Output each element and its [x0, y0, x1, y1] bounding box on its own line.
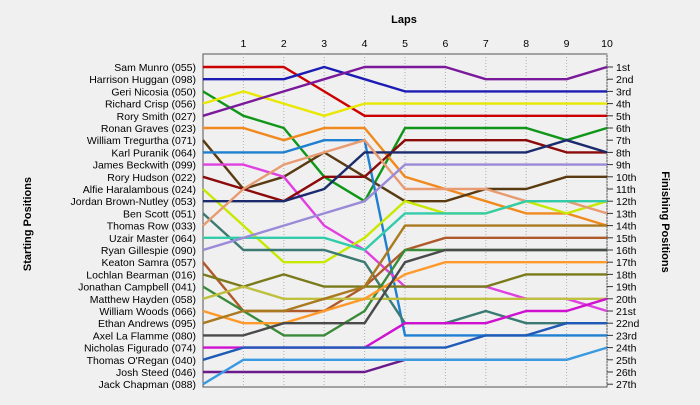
- x-tick-label-1: 1: [240, 38, 246, 50]
- starting-label-13: Ben Scott (051): [123, 208, 196, 220]
- finishing-label-13: 13th: [616, 208, 637, 220]
- finishing-label-14: 14th: [616, 221, 637, 233]
- starting-label-12: Jordan Brown-Nutley (053): [71, 196, 196, 208]
- finishing-label-12: 12th: [616, 196, 637, 208]
- x-tick-label-10: 10: [601, 38, 613, 50]
- finishing-label-16: 16th: [616, 245, 637, 257]
- x-tick-label-7: 7: [483, 38, 489, 50]
- x-tick-label-2: 2: [281, 38, 287, 50]
- starting-label-4: Richard Crisp (056): [105, 99, 196, 111]
- series-lines: [202, 65, 608, 386]
- starting-label-3: Geri Nicosia (050): [111, 86, 196, 98]
- finishing-label-9: 9th: [616, 160, 631, 172]
- starting-label-2: Harrison Huggan (098): [89, 74, 196, 86]
- finishing-label-8: 8th: [616, 147, 631, 159]
- series-line-12: [203, 138, 608, 203]
- x-tick-label-6: 6: [442, 38, 448, 50]
- series-line-5: [202, 65, 608, 117]
- series-line-18: [202, 273, 607, 288]
- series-line-6: [203, 126, 608, 227]
- starting-label-20: Matthew Hayden (058): [90, 294, 196, 306]
- y-axis-label-left: Starting Positions: [22, 177, 34, 271]
- series-line-1: [203, 65, 607, 118]
- series-line-21: [202, 261, 607, 325]
- finishing-label-3: 3rd: [616, 86, 631, 98]
- y-axis-label-right: Finishing Positions: [659, 171, 671, 272]
- starting-label-11: Alfie Haralambous (024): [83, 184, 196, 196]
- finishing-label-17: 17th: [616, 257, 637, 269]
- finishing-label-26: 26th: [616, 367, 637, 379]
- finishing-label-24: 24th: [616, 343, 637, 355]
- finishing-label-5: 5th: [616, 111, 631, 123]
- finishing-label-6: 6th: [616, 123, 631, 135]
- starting-label-19: Jonathan Campbell (041): [78, 282, 196, 294]
- series-line-16: [202, 163, 607, 252]
- finishing-label-27: 27th: [616, 379, 637, 391]
- chart-title: Laps: [391, 14, 417, 26]
- starting-label-10: Rory Hudson (022): [107, 172, 196, 184]
- starting-label-9: James Beckwith (099): [93, 160, 196, 172]
- starting-label-24: Nicholas Figurado (074): [84, 343, 196, 355]
- finishing-label-19: 19th: [616, 282, 637, 294]
- series-line-2: [203, 65, 607, 93]
- starting-label-6: Ronan Graves (023): [101, 123, 196, 135]
- finishing-label-7: 7th: [616, 135, 631, 147]
- starting-label-16: Ryan Gillespie (090): [101, 245, 196, 257]
- series-line-20: [202, 285, 607, 300]
- series-line-3: [202, 90, 608, 203]
- starting-label-27: Jack Chapman (088): [99, 379, 196, 391]
- series-line-25: [202, 322, 607, 361]
- x-tick-label-8: 8: [523, 38, 529, 50]
- finishing-label-10: 10th: [616, 172, 637, 184]
- starting-label-1: Sam Munro (055): [114, 62, 196, 74]
- series-line-23: [203, 248, 607, 337]
- finishing-label-20: 20th: [616, 294, 637, 306]
- finishing-label-1: 1st: [616, 62, 630, 74]
- finishing-label-11: 11th: [616, 184, 636, 196]
- starting-label-15: Uzair Master (064): [109, 233, 196, 245]
- series-line-15: [203, 199, 607, 252]
- x-tick-label-5: 5: [402, 38, 408, 50]
- starting-label-21: William Woods (066): [99, 306, 196, 318]
- x-tick-label-9: 9: [564, 38, 570, 50]
- series-line-10: [202, 138, 607, 203]
- series-line-27: [202, 346, 608, 386]
- starting-label-7: William Tregurtha (071): [87, 135, 196, 147]
- starting-label-8: Karl Puranik (064): [111, 147, 196, 159]
- x-tick-label-4: 4: [362, 38, 368, 50]
- finishing-label-22: 22nd: [616, 318, 640, 330]
- starting-label-26: Josh Steed (046): [116, 367, 196, 379]
- finishing-label-23: 23rd: [616, 330, 637, 342]
- finishing-label-21: 21st: [616, 306, 636, 318]
- x-tick-label-3: 3: [321, 38, 327, 50]
- finishing-position-labels: 1st2nd3rd4th5th6th7th8th9th10th11th12th1…: [607, 62, 640, 391]
- starting-label-5: Rory Smith (027): [117, 111, 196, 123]
- starting-label-22: Ethan Andrews (095): [98, 318, 196, 330]
- starting-label-23: Axel La Flamme (080): [93, 330, 196, 342]
- finishing-label-2: 2nd: [616, 74, 634, 86]
- starting-label-17: Keaton Samra (057): [101, 257, 196, 269]
- starting-label-18: Lochlan Bearman (016): [86, 269, 196, 281]
- series-line-8: [203, 138, 607, 337]
- starting-label-25: Thomas O'Regan (040): [87, 355, 196, 367]
- finishing-label-25: 25th: [616, 355, 637, 367]
- x-axis-ticks: 1 2 3 4 5 6 7 8 9 10: [240, 38, 613, 50]
- series-line-22: [202, 224, 607, 325]
- starting-label-14: Thomas Row (033): [107, 221, 196, 233]
- finishing-label-4: 4th: [616, 99, 631, 111]
- finishing-label-15: 15th: [616, 233, 637, 245]
- series-line-4: [202, 90, 607, 118]
- finishing-label-18: 18th: [616, 269, 637, 281]
- starting-position-labels: Sam Munro (055)Harrison Huggan (098)Geri…: [71, 62, 196, 391]
